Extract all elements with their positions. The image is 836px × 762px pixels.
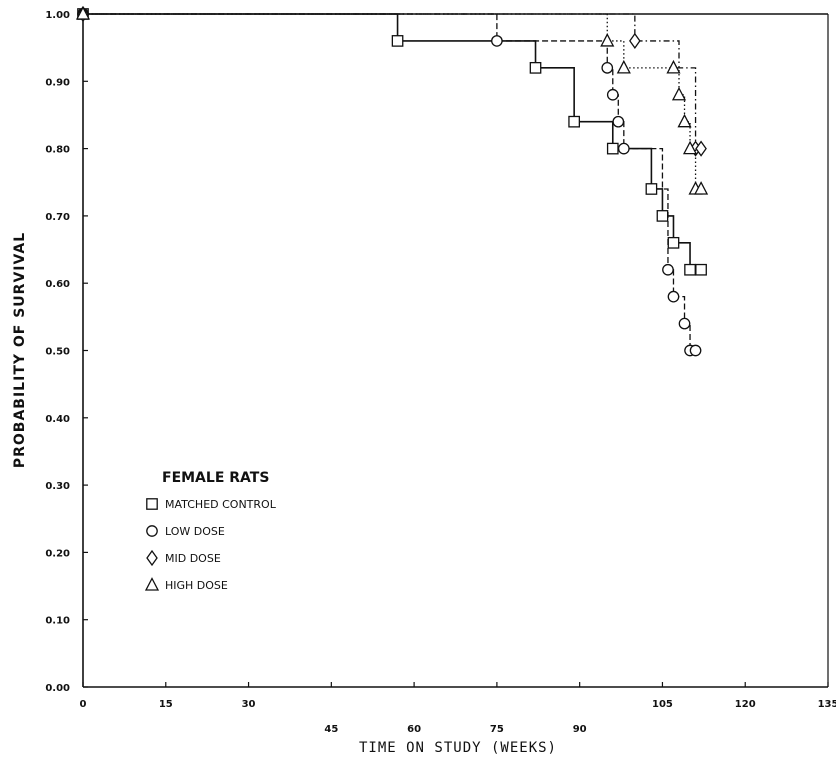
square-marker — [606, 142, 619, 155]
start-markers — [75, 5, 91, 23]
circle-marker — [617, 142, 630, 155]
series-line — [83, 13, 702, 271]
circle-marker — [667, 290, 680, 303]
square-marker — [568, 115, 580, 128]
x-tick-label: 45 — [324, 724, 338, 735]
triangle-marker — [677, 113, 692, 128]
legend-label: LOW DOSE — [165, 525, 225, 538]
y-axis-ticks: 0.00 0.10 0.20 0.30 0.40 0.50 0.60 0.70 0.80 0.90… — [45, 10, 88, 694]
square-marker — [391, 35, 404, 47]
series-line — [83, 13, 702, 150]
legend-circle-icon — [146, 525, 158, 537]
triangle-marker — [682, 140, 698, 155]
legend-square-icon — [146, 498, 158, 510]
circle-marker — [612, 115, 625, 128]
legend-label: MATCHED CONTROL — [165, 498, 277, 511]
triangle-marker — [616, 59, 631, 74]
legend-label: HIGH DOSE — [165, 579, 228, 592]
x-tick-label: 15 — [159, 699, 173, 710]
triangle-marker — [75, 6, 91, 20]
y-tick-label: 0.30 — [45, 481, 70, 492]
x-tick-label: 75 — [490, 724, 504, 735]
x-tick-label: 120 — [735, 699, 756, 710]
x-axis-title: TIME ON STUDY (WEEKS) — [359, 740, 557, 756]
triangle-marker — [600, 33, 615, 47]
x-tick-label: 135 — [818, 699, 836, 710]
y-tick-label: 0.20 — [45, 548, 70, 559]
series-line — [83, 13, 702, 352]
y-tick-label: 0.40 — [45, 414, 70, 425]
legend-title: FEMALE RATS — [162, 470, 269, 486]
y-tick-label: 0.80 — [45, 145, 70, 156]
y-tick-label: 0.90 — [45, 77, 70, 88]
square-marker — [656, 210, 669, 222]
triangle-marker — [671, 86, 687, 101]
y-tick-label: 0.70 — [45, 212, 70, 223]
circle-marker — [601, 61, 614, 74]
circle-marker — [606, 88, 619, 101]
y-tick-label: 0.50 — [45, 347, 70, 358]
legend-items: MATCHED CONTROL LOW DOSE MID DOSE HIGH DOSE — [144, 498, 277, 592]
x-tick-label: 60 — [407, 724, 421, 735]
square-marker — [529, 61, 542, 74]
x-tick-label: 30 — [242, 699, 256, 710]
legend: FEMALE RATS MATCHED CONTROL LOW DOSE MID D… — [144, 470, 277, 592]
series-layer — [75, 5, 709, 357]
square-marker — [695, 263, 707, 276]
y-axis-title: PROBABILITY OF SURVIVAL — [12, 232, 28, 468]
circle-marker — [689, 344, 702, 357]
circle-marker — [491, 35, 503, 47]
legend-triangle-icon — [144, 577, 160, 591]
circle-marker — [662, 263, 674, 276]
series-diamond — [83, 13, 707, 157]
square-marker — [684, 263, 696, 276]
y-tick-label: 0.00 — [45, 683, 70, 694]
triangle-marker — [666, 59, 681, 74]
legend-diamond-icon — [146, 549, 158, 567]
square-marker — [645, 183, 658, 195]
x-axis-ticks: 0 15 30 45 60 75 90 105 120 135 — [80, 682, 836, 735]
y-tick-label: 0.60 — [45, 279, 70, 290]
y-tick-label: 1.00 — [45, 10, 70, 21]
diamond-marker — [629, 32, 641, 50]
series-square — [83, 13, 707, 276]
diamond-marker — [695, 140, 707, 157]
legend-label: MID DOSE — [165, 552, 221, 565]
x-tick-label: 105 — [652, 699, 673, 710]
x-tick-label: 0 — [80, 699, 87, 710]
circle-marker — [678, 317, 691, 330]
series-circle — [83, 13, 702, 357]
triangle-marker — [694, 181, 709, 195]
series-triangle — [83, 13, 709, 195]
square-marker — [667, 236, 680, 249]
x-tick-label: 90 — [573, 724, 587, 735]
y-tick-label: 0.10 — [45, 616, 70, 627]
